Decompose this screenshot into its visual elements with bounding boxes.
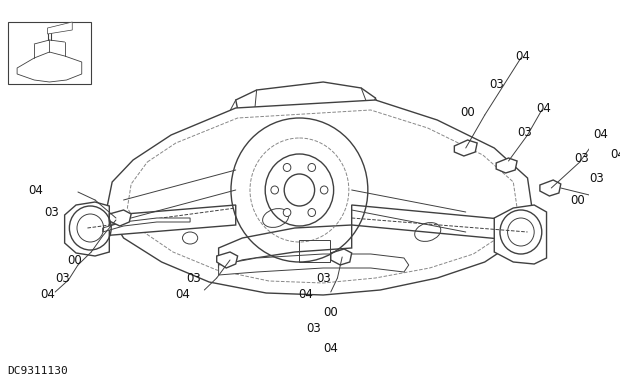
Text: 04: 04 [40,288,55,301]
Polygon shape [76,205,236,238]
Polygon shape [217,252,237,268]
Polygon shape [352,205,533,242]
Polygon shape [496,158,517,173]
Text: 04: 04 [299,288,314,301]
Text: DC9311130: DC9311130 [7,366,68,376]
Polygon shape [103,218,190,232]
Text: 03: 03 [187,271,202,284]
Text: 04: 04 [324,342,339,354]
Text: 04: 04 [593,129,608,142]
Polygon shape [454,140,477,156]
Text: 04: 04 [29,183,43,196]
Text: 03: 03 [316,271,330,284]
Polygon shape [109,210,131,226]
Text: 04: 04 [175,288,190,301]
Polygon shape [48,22,73,34]
Polygon shape [331,249,352,265]
Circle shape [308,208,316,217]
Text: 00: 00 [460,105,475,119]
Text: 03: 03 [574,151,589,164]
Text: 03: 03 [590,171,604,185]
Text: 00: 00 [570,193,585,207]
Polygon shape [540,180,561,196]
Text: 00: 00 [324,305,338,318]
Text: 03: 03 [55,271,70,284]
Text: 04: 04 [611,149,620,161]
Polygon shape [219,254,409,275]
Polygon shape [236,82,376,132]
Text: 03: 03 [306,322,321,335]
Text: 03: 03 [517,125,532,139]
Text: 04: 04 [515,49,530,63]
Polygon shape [64,202,109,256]
Polygon shape [494,205,547,264]
Polygon shape [107,100,533,295]
Text: 00: 00 [67,254,81,266]
Circle shape [283,208,291,217]
Circle shape [321,186,328,194]
Polygon shape [17,52,82,82]
Polygon shape [219,225,352,268]
Text: 04: 04 [536,102,551,115]
Bar [7,22,91,84]
Bar [299,240,330,262]
Circle shape [308,164,316,171]
Circle shape [283,164,291,171]
Text: 03: 03 [489,78,503,90]
Circle shape [271,186,278,194]
Text: 03: 03 [44,205,59,218]
